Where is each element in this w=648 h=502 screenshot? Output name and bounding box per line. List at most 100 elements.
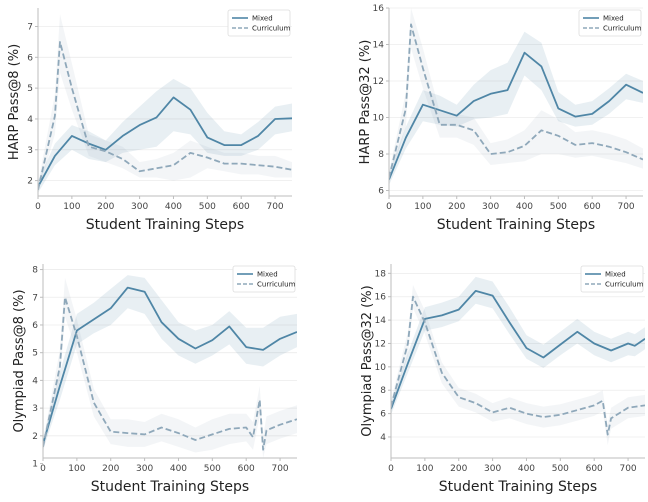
chart-panel-2: 0 100 200 300 400 500 600 700 6 8 10 12 14 16 Student … [358,4,643,233]
x-tick-label: 100 [68,464,85,474]
legend: Mixed Curriculum [227,9,291,37]
legend: Mixed Curriculum [232,265,296,293]
y-tick-label: 6 [378,187,384,197]
legend: Mixed Curriculum [580,265,644,293]
legend-box [578,9,642,37]
x-tick-label: 300 [484,464,501,474]
confidence-band-curriculum [43,277,297,458]
x-tick-label: 100 [414,202,431,212]
x-tick-label: 500 [552,464,569,474]
x-tick-label: 0 [35,202,41,212]
plot-area [43,275,297,458]
confidence-band-curriculum [389,8,643,184]
x-tick-label: 500 [550,202,567,212]
x-tick-label: 700 [266,202,283,212]
y-tick-label: 12 [375,339,386,349]
y-axis-label: Olympiad Pass@32 (%) [360,285,375,436]
x-tick-label: 0 [40,464,46,474]
plot-area [391,276,645,446]
y-tick-label: 4 [27,115,33,125]
x-tick-label: 200 [97,202,114,212]
y-tick-label: 8 [378,150,384,160]
plot-area [389,8,643,186]
y-tick-label: 4 [32,376,38,386]
y-tick-label: 14 [375,316,387,326]
y-tick-label: 5 [32,349,38,359]
y-tick-label: 16 [375,293,387,303]
y-axis-label: Olympiad Pass@8 (%) [12,289,27,432]
plot-area [38,14,292,193]
legend-label-mixed: Mixed [605,271,626,279]
y-tick-label: 4 [380,433,386,443]
legend-label-mixed: Mixed [257,271,278,279]
y-axis-label: HARP Pass@8 (%) [7,44,22,160]
x-tick-label: 700 [617,202,634,212]
x-tick-label: 400 [516,202,533,212]
x-tick-label: 300 [131,202,148,212]
confidence-band-mixed [389,31,643,186]
x-tick-label: 0 [386,202,392,212]
x-tick-label: 600 [586,464,603,474]
confidence-band-mixed [38,78,292,193]
x-tick-label: 100 [416,464,433,474]
y-tick-label: 12 [373,77,384,87]
series-line-curriculum [389,23,643,178]
x-tick-label: 700 [271,464,288,474]
y-tick-label: 18 [375,269,387,279]
confidence-band-curriculum [391,285,645,446]
y-tick-label: 6 [380,410,386,420]
legend-box [232,265,296,293]
legend-box [227,9,291,37]
y-tick-label: 2 [32,432,38,442]
series-line-mixed [391,289,645,410]
x-tick-label: 200 [448,202,465,212]
legend: Mixed Curriculum [578,9,642,37]
legend-box [580,265,644,293]
x-tick-label: 500 [199,202,216,212]
legend-label-mixed: Mixed [252,15,273,23]
x-tick-label: 400 [165,202,182,212]
y-tick-label: 6 [32,321,38,331]
y-tick-label: 16 [373,4,385,14]
x-tick-label: 0 [388,464,394,474]
y-tick-label: 10 [373,114,385,124]
series-line-curriculum [38,41,292,191]
legend-label-curriculum: Curriculum [257,281,296,289]
x-tick-label: 600 [584,202,601,212]
y-tick-label: 3 [32,404,38,414]
x-tick-label: 100 [63,202,80,212]
y-tick-label: 7 [32,293,38,303]
y-tick-label: 2 [27,177,33,187]
x-tick-label: 500 [204,464,221,474]
x-tick-label: 300 [482,202,499,212]
chart-panel-3: 0 100 200 300 400 500 600 700 1 2 3 4 5 6 7 8 Student Tr… [12,264,297,495]
y-tick-label: 8 [32,266,38,276]
x-tick-label: 200 [102,464,119,474]
x-tick-label: 400 [170,464,187,474]
legend-label-curriculum: Curriculum [252,25,291,33]
x-axis-label: Student Training Steps [437,217,595,233]
y-tick-label: 8 [380,386,386,396]
series-line-curriculum [43,296,297,451]
x-tick-label: 300 [136,464,153,474]
x-axis-label: Student Training Steps [91,479,249,495]
x-axis-label: Student Training Steps [86,217,244,233]
x-tick-label: 400 [518,464,535,474]
x-axis-label: Student Training Steps [439,479,597,495]
series-line-curriculum [391,295,645,436]
chart-panel-4: 0 100 200 300 400 500 600 700 4 6 8 10 12 14 16 18 Stude… [360,264,645,495]
series-line-mixed [389,51,643,180]
legend-label-curriculum: Curriculum [605,281,644,289]
y-tick-label: 5 [27,84,33,94]
x-tick-label: 200 [450,464,467,474]
legend-label-curriculum: Curriculum [603,25,642,33]
legend-label-mixed: Mixed [603,15,624,23]
series-line-mixed [43,286,297,445]
y-tick-label: 6 [27,53,33,63]
series-line-mixed [38,96,292,188]
confidence-band-mixed [43,275,297,450]
y-tick-label: 14 [373,41,385,51]
x-tick-label: 700 [619,464,636,474]
x-tick-label: 600 [238,464,255,474]
